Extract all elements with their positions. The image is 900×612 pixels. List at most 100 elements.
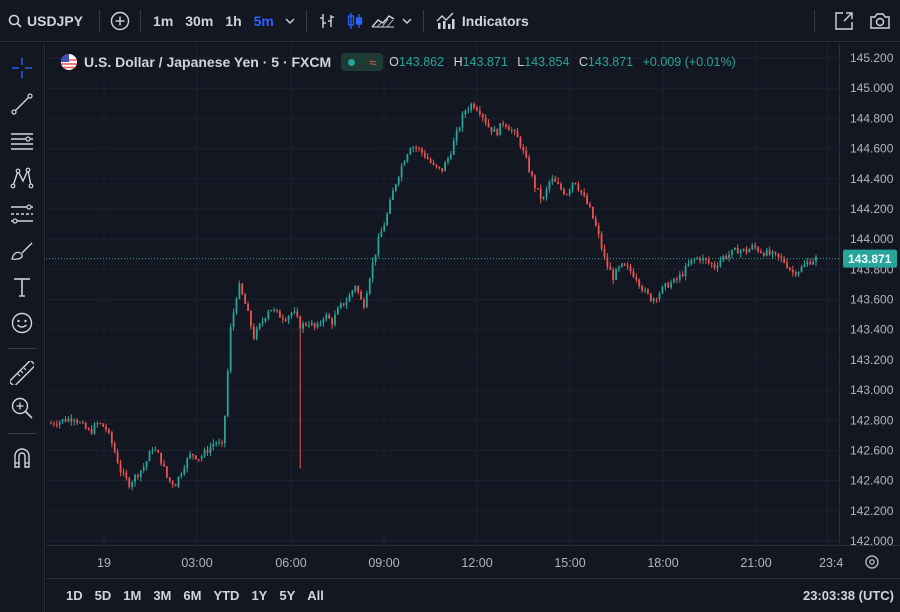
candle-body — [487, 123, 490, 128]
range-6m[interactable]: 6M — [183, 588, 202, 603]
candle-body — [409, 148, 412, 155]
candle-body — [458, 127, 461, 131]
last-price-label: 143.871 — [848, 252, 892, 266]
candle-body — [754, 245, 757, 248]
candle-body — [681, 274, 684, 277]
symbol-title[interactable]: U.S. Dollar / Japanese Yen · 5 · FXCM — [84, 54, 332, 70]
symbol-search[interactable]: USDJPY — [0, 0, 93, 42]
compare-symbol-button[interactable] — [106, 0, 134, 42]
text-tool[interactable] — [8, 273, 36, 301]
gear-hub — [869, 559, 875, 565]
candle-body — [803, 264, 806, 268]
candle-body — [493, 129, 496, 132]
candle-body — [542, 197, 545, 199]
candle-body — [313, 323, 316, 328]
utc-clock[interactable]: 23:03:38 (UTC) — [802, 588, 894, 603]
candle-body — [325, 314, 328, 320]
fib-retracement-tool[interactable] — [8, 200, 36, 228]
range-1d[interactable]: 1D — [66, 588, 83, 603]
range-5d[interactable]: 5D — [94, 588, 112, 603]
interval-1m[interactable]: 1m — [153, 12, 174, 29]
trend-line-tool[interactable] — [8, 90, 36, 118]
emoji-tool[interactable] — [8, 309, 36, 337]
camera-icon — [870, 13, 890, 29]
candle-body — [55, 424, 58, 426]
candle-body — [580, 190, 583, 193]
wave-icon: ≈ — [369, 54, 377, 70]
time-axis[interactable]: 19 03:00 06:00 09:00 12:00 15:00 18:00 21:00 23:… — [46, 545, 900, 578]
chart-pane[interactable] — [46, 43, 839, 545]
market-status[interactable]: ≈ — [341, 53, 384, 71]
zoom-in-tool[interactable] — [8, 394, 36, 422]
candle-body — [105, 426, 107, 430]
candle-body — [363, 299, 365, 308]
horizontal-lines-tool[interactable] — [8, 127, 36, 155]
candle-body — [290, 312, 293, 317]
time-tick-label: 19 — [97, 556, 111, 570]
candle-body — [507, 126, 510, 131]
range-ytd[interactable]: YTD — [213, 588, 240, 603]
candle-body — [525, 150, 528, 158]
candle-body — [731, 249, 733, 255]
candle-body — [116, 452, 119, 464]
candle-body — [618, 266, 620, 270]
interval-1h[interactable]: 1h — [225, 12, 242, 29]
price-axis[interactable]: 145.200 145.000 144.800 144.600 144.400 144.2… — [839, 43, 900, 548]
candle-body — [516, 131, 519, 138]
candle-body — [392, 190, 394, 201]
range-5y[interactable]: 5Y — [279, 588, 296, 603]
candle-body — [444, 162, 446, 172]
candle-body — [548, 181, 551, 190]
area-chart-type-button[interactable] — [369, 0, 397, 42]
candle-body — [571, 182, 574, 190]
candle-body — [336, 308, 339, 315]
candle-body — [786, 262, 788, 268]
candle-body — [250, 310, 252, 327]
smiley-icon — [11, 312, 33, 334]
candle-body — [664, 283, 667, 287]
candle-body — [667, 283, 670, 288]
indicators-button[interactable]: Indicators — [430, 0, 529, 42]
candle-body — [194, 455, 197, 460]
candle-body — [476, 107, 478, 111]
toolbar-divider — [814, 10, 815, 32]
range-3m[interactable]: 3M — [153, 588, 172, 603]
candle-body — [273, 309, 276, 311]
bar-chart-type-button[interactable] — [313, 0, 341, 42]
brush-tool[interactable] — [8, 237, 36, 265]
candle-body — [131, 482, 134, 488]
pattern-tool[interactable] — [8, 164, 36, 192]
measure-tool[interactable] — [8, 359, 36, 387]
candle-body — [270, 309, 273, 312]
candle-body — [789, 267, 791, 270]
interval-5m[interactable]: 5m — [253, 12, 274, 29]
candle-body — [166, 466, 168, 478]
range-1m[interactable]: 1M — [123, 588, 142, 603]
candle-body — [519, 137, 522, 147]
candle-body — [490, 127, 493, 132]
search-icon — [8, 14, 22, 28]
candles-icon — [347, 12, 363, 29]
candle-body — [534, 175, 536, 189]
candle-body — [296, 311, 299, 317]
candle-body — [70, 418, 73, 422]
range-all[interactable]: All — [307, 588, 324, 603]
magnet-tool[interactable] — [8, 444, 36, 472]
candle-body — [189, 454, 191, 459]
candle-body — [589, 204, 591, 207]
time-tick-label: 09:00 — [368, 556, 399, 570]
candle-body — [713, 264, 716, 268]
candle-body — [113, 443, 116, 453]
screenshot-button[interactable] — [866, 0, 894, 42]
candle-body — [690, 259, 693, 264]
fullscreen-button[interactable] — [830, 0, 858, 42]
crosshair-tool[interactable] — [8, 54, 36, 82]
candles-chart-type-button[interactable] — [341, 0, 369, 42]
chart-type-dropdown-button[interactable] — [397, 0, 417, 42]
candle-body — [502, 123, 504, 125]
interval-30m[interactable]: 30m — [185, 12, 214, 29]
candle-body — [137, 474, 139, 478]
candle-body — [719, 260, 722, 266]
range-1y[interactable]: 1Y — [251, 588, 268, 603]
interval-dropdown-button[interactable] — [280, 0, 300, 42]
